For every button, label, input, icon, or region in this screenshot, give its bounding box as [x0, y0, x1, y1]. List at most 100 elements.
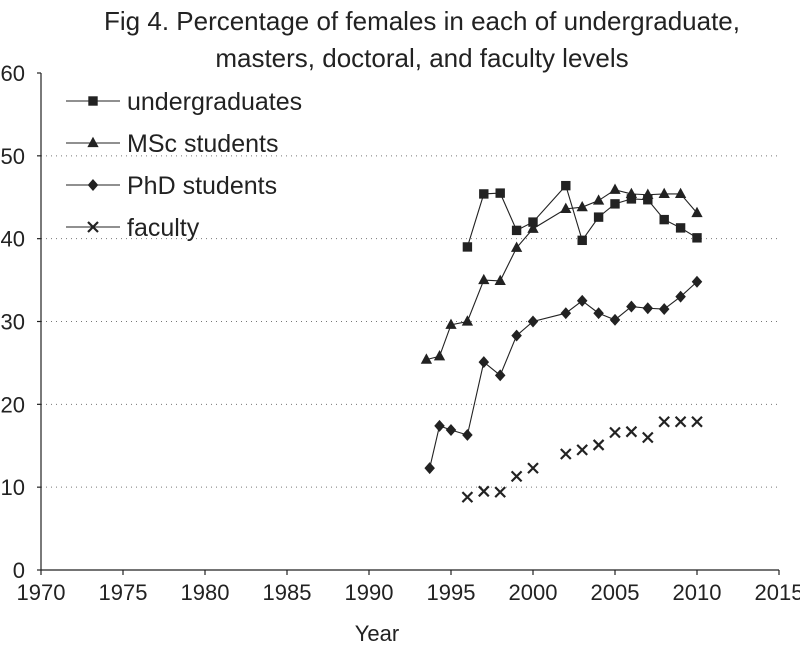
data-point-3-8: [609, 426, 621, 439]
x-tick-label-3: 1985: [263, 580, 312, 605]
data-point-0-5: [561, 180, 571, 191]
x-tick-label-5: 1995: [427, 580, 476, 605]
y-tick-label-4: 40: [1, 227, 25, 252]
data-point-1-10: [592, 194, 605, 205]
data-point-0-11: [659, 214, 669, 225]
x-tick-label-1: 1975: [99, 580, 148, 605]
data-point-1-16: [691, 206, 703, 218]
data-point-1-5: [494, 274, 506, 286]
data-point-0-13: [692, 233, 702, 243]
data-point-2-16: [691, 275, 703, 288]
y-tick-label-0: 0: [13, 558, 25, 583]
data-point-1-12: [625, 187, 638, 199]
x-tick-label-9: 2015: [755, 580, 800, 605]
data-point-2-9: [576, 294, 588, 307]
data-point-2-2: [445, 424, 457, 436]
data-point-0-1: [479, 189, 489, 199]
data-point-2-6: [511, 329, 522, 342]
data-point-0-8: [610, 199, 620, 209]
data-point-0-0: [462, 242, 473, 252]
legend-item-1: MSc students: [66, 130, 278, 158]
legend-marker-1: [87, 136, 99, 148]
data-point-1-9: [576, 200, 588, 212]
data-point-1-15: [674, 187, 687, 199]
data-point-3-3: [510, 470, 523, 483]
data-point-3-7: [592, 439, 605, 451]
data-point-0-12: [675, 223, 686, 233]
series-3: [461, 415, 703, 503]
chart-title-line-2: masters, doctoral, and faculty levels: [215, 43, 628, 73]
legend-item-0: undergraduates: [66, 88, 302, 116]
data-point-2-0: [424, 462, 435, 475]
x-tick-label-4: 1990: [345, 580, 394, 605]
tick-labels: 0 10 20 30 40 50 60 1970 1975 1980 1985 1990 1995 200…: [1, 61, 800, 605]
x-tick-label-0: 1970: [17, 580, 66, 605]
grid: [41, 155, 779, 488]
legend-marker-2: [87, 179, 99, 191]
series-2: [424, 275, 703, 475]
data-point-1-2: [445, 318, 457, 329]
legend-marker-3: [87, 221, 99, 233]
data-point-1-1: [433, 350, 446, 361]
axes: [37, 72, 780, 575]
data-point-0-2: [495, 188, 505, 198]
data-point-0-7: [593, 212, 604, 222]
data-point-3-2: [494, 486, 506, 498]
legend-label-1: MSc students: [127, 130, 278, 158]
data-point-2-4: [478, 356, 490, 369]
data-point-2-11: [609, 313, 621, 326]
data-point-3-12: [674, 415, 687, 428]
data-point-3-11: [658, 415, 670, 428]
data-point-3-6: [576, 444, 588, 456]
series-1: [420, 183, 703, 364]
series-line-1: [426, 189, 698, 361]
data-point-1-13: [642, 188, 654, 199]
series-0: [462, 180, 702, 252]
data-point-2-13: [642, 302, 654, 315]
data-point-3-13: [691, 415, 703, 428]
data-point-1-6: [510, 241, 523, 252]
chart-title-line-1: Fig 4. Percentage of females in each of …: [104, 6, 740, 36]
data-point-1-11: [609, 183, 621, 194]
data-point-1-3: [461, 315, 474, 326]
data-point-2-8: [560, 307, 572, 320]
legend-item-3: faculty: [66, 214, 200, 242]
y-tick-label-5: 50: [1, 144, 25, 169]
legend-marker-0: [88, 96, 98, 106]
data-point-2-14: [658, 303, 670, 316]
data-point-2-12: [626, 300, 637, 313]
chart-title: Fig 4. Percentage of females in each of …: [104, 6, 740, 73]
series: [420, 180, 703, 503]
data-point-2-3: [462, 429, 473, 441]
data-point-0-3: [511, 225, 522, 236]
data-point-1-7: [527, 222, 539, 233]
data-point-2-10: [593, 307, 604, 320]
legend: undergraduates MSc students PhD students fa…: [66, 88, 302, 242]
data-point-3-10: [642, 431, 654, 444]
x-tick-label-6: 2000: [509, 580, 558, 605]
x-tick-label-2: 1980: [181, 580, 230, 605]
legend-item-2: PhD students: [66, 172, 277, 200]
data-point-3-9: [625, 425, 638, 438]
data-point-2-7: [527, 315, 539, 328]
data-point-1-14: [658, 187, 670, 199]
data-point-3-1: [478, 485, 490, 498]
data-point-3-4: [527, 462, 539, 474]
x-tick-label-8: 2010: [673, 580, 722, 605]
y-tick-label-1: 10: [1, 475, 25, 500]
data-point-3-0: [461, 491, 474, 503]
x-axis-label: Year: [355, 621, 399, 645]
data-point-2-1: [434, 419, 445, 432]
y-tick-label-6: 60: [1, 61, 25, 86]
data-point-1-4: [478, 273, 490, 285]
y-tick-label-3: 30: [1, 310, 25, 335]
legend-label-3: faculty: [127, 214, 200, 242]
legend-label-2: PhD students: [127, 172, 277, 200]
legend-label-0: undergraduates: [127, 88, 302, 116]
data-point-3-5: [560, 448, 572, 460]
y-tick-label-2: 20: [1, 392, 25, 417]
series-line-2: [429, 281, 698, 469]
data-point-2-5: [494, 369, 506, 382]
data-point-2-15: [675, 290, 686, 303]
